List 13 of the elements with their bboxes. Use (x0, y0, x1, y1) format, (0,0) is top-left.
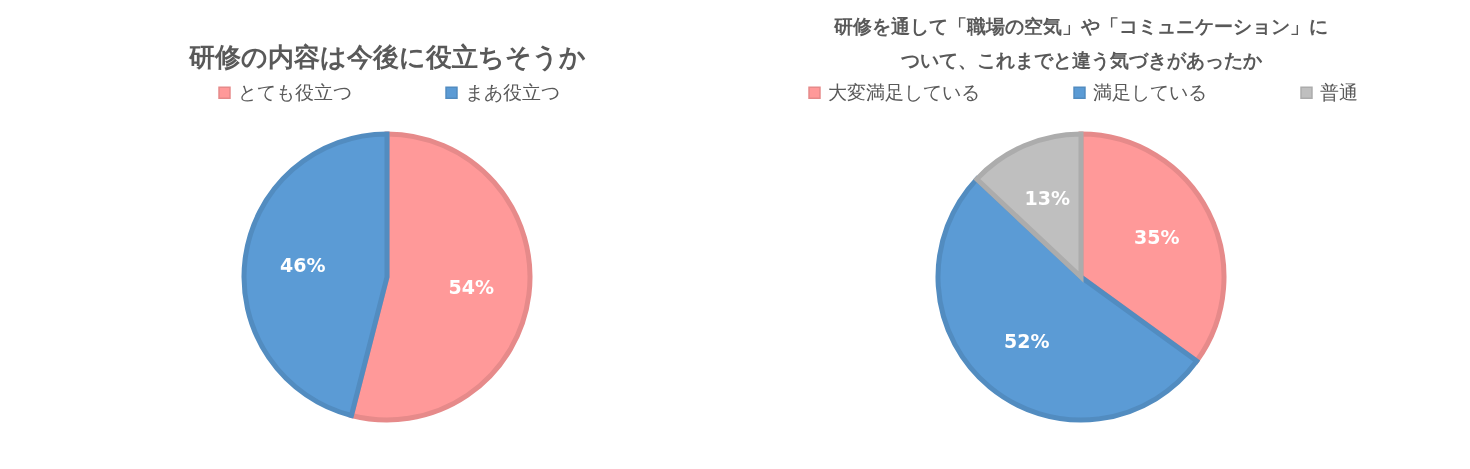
chart-title: 研修を通して「職場の空気」や「コミュニケーション」について、これまでと違う気づきがあったか (833, 15, 1328, 72)
data-label: 13% (1024, 186, 1070, 209)
data-label: 35% (1133, 226, 1180, 249)
pie-slice (241, 131, 390, 419)
legend-label: 大変満足している (828, 80, 980, 103)
data-label: 46% (279, 254, 326, 277)
legend-label: とても役立つ (238, 80, 352, 103)
data-label: 52% (1004, 330, 1050, 353)
chart-title: 研修の内容は今後に役立ちそうか (187, 42, 586, 72)
legend-label: 満足している (1093, 80, 1207, 103)
legend-label: まあ役立つ (465, 80, 560, 103)
data-label: 54% (448, 275, 495, 298)
legend-label: 普通 (1320, 80, 1358, 103)
